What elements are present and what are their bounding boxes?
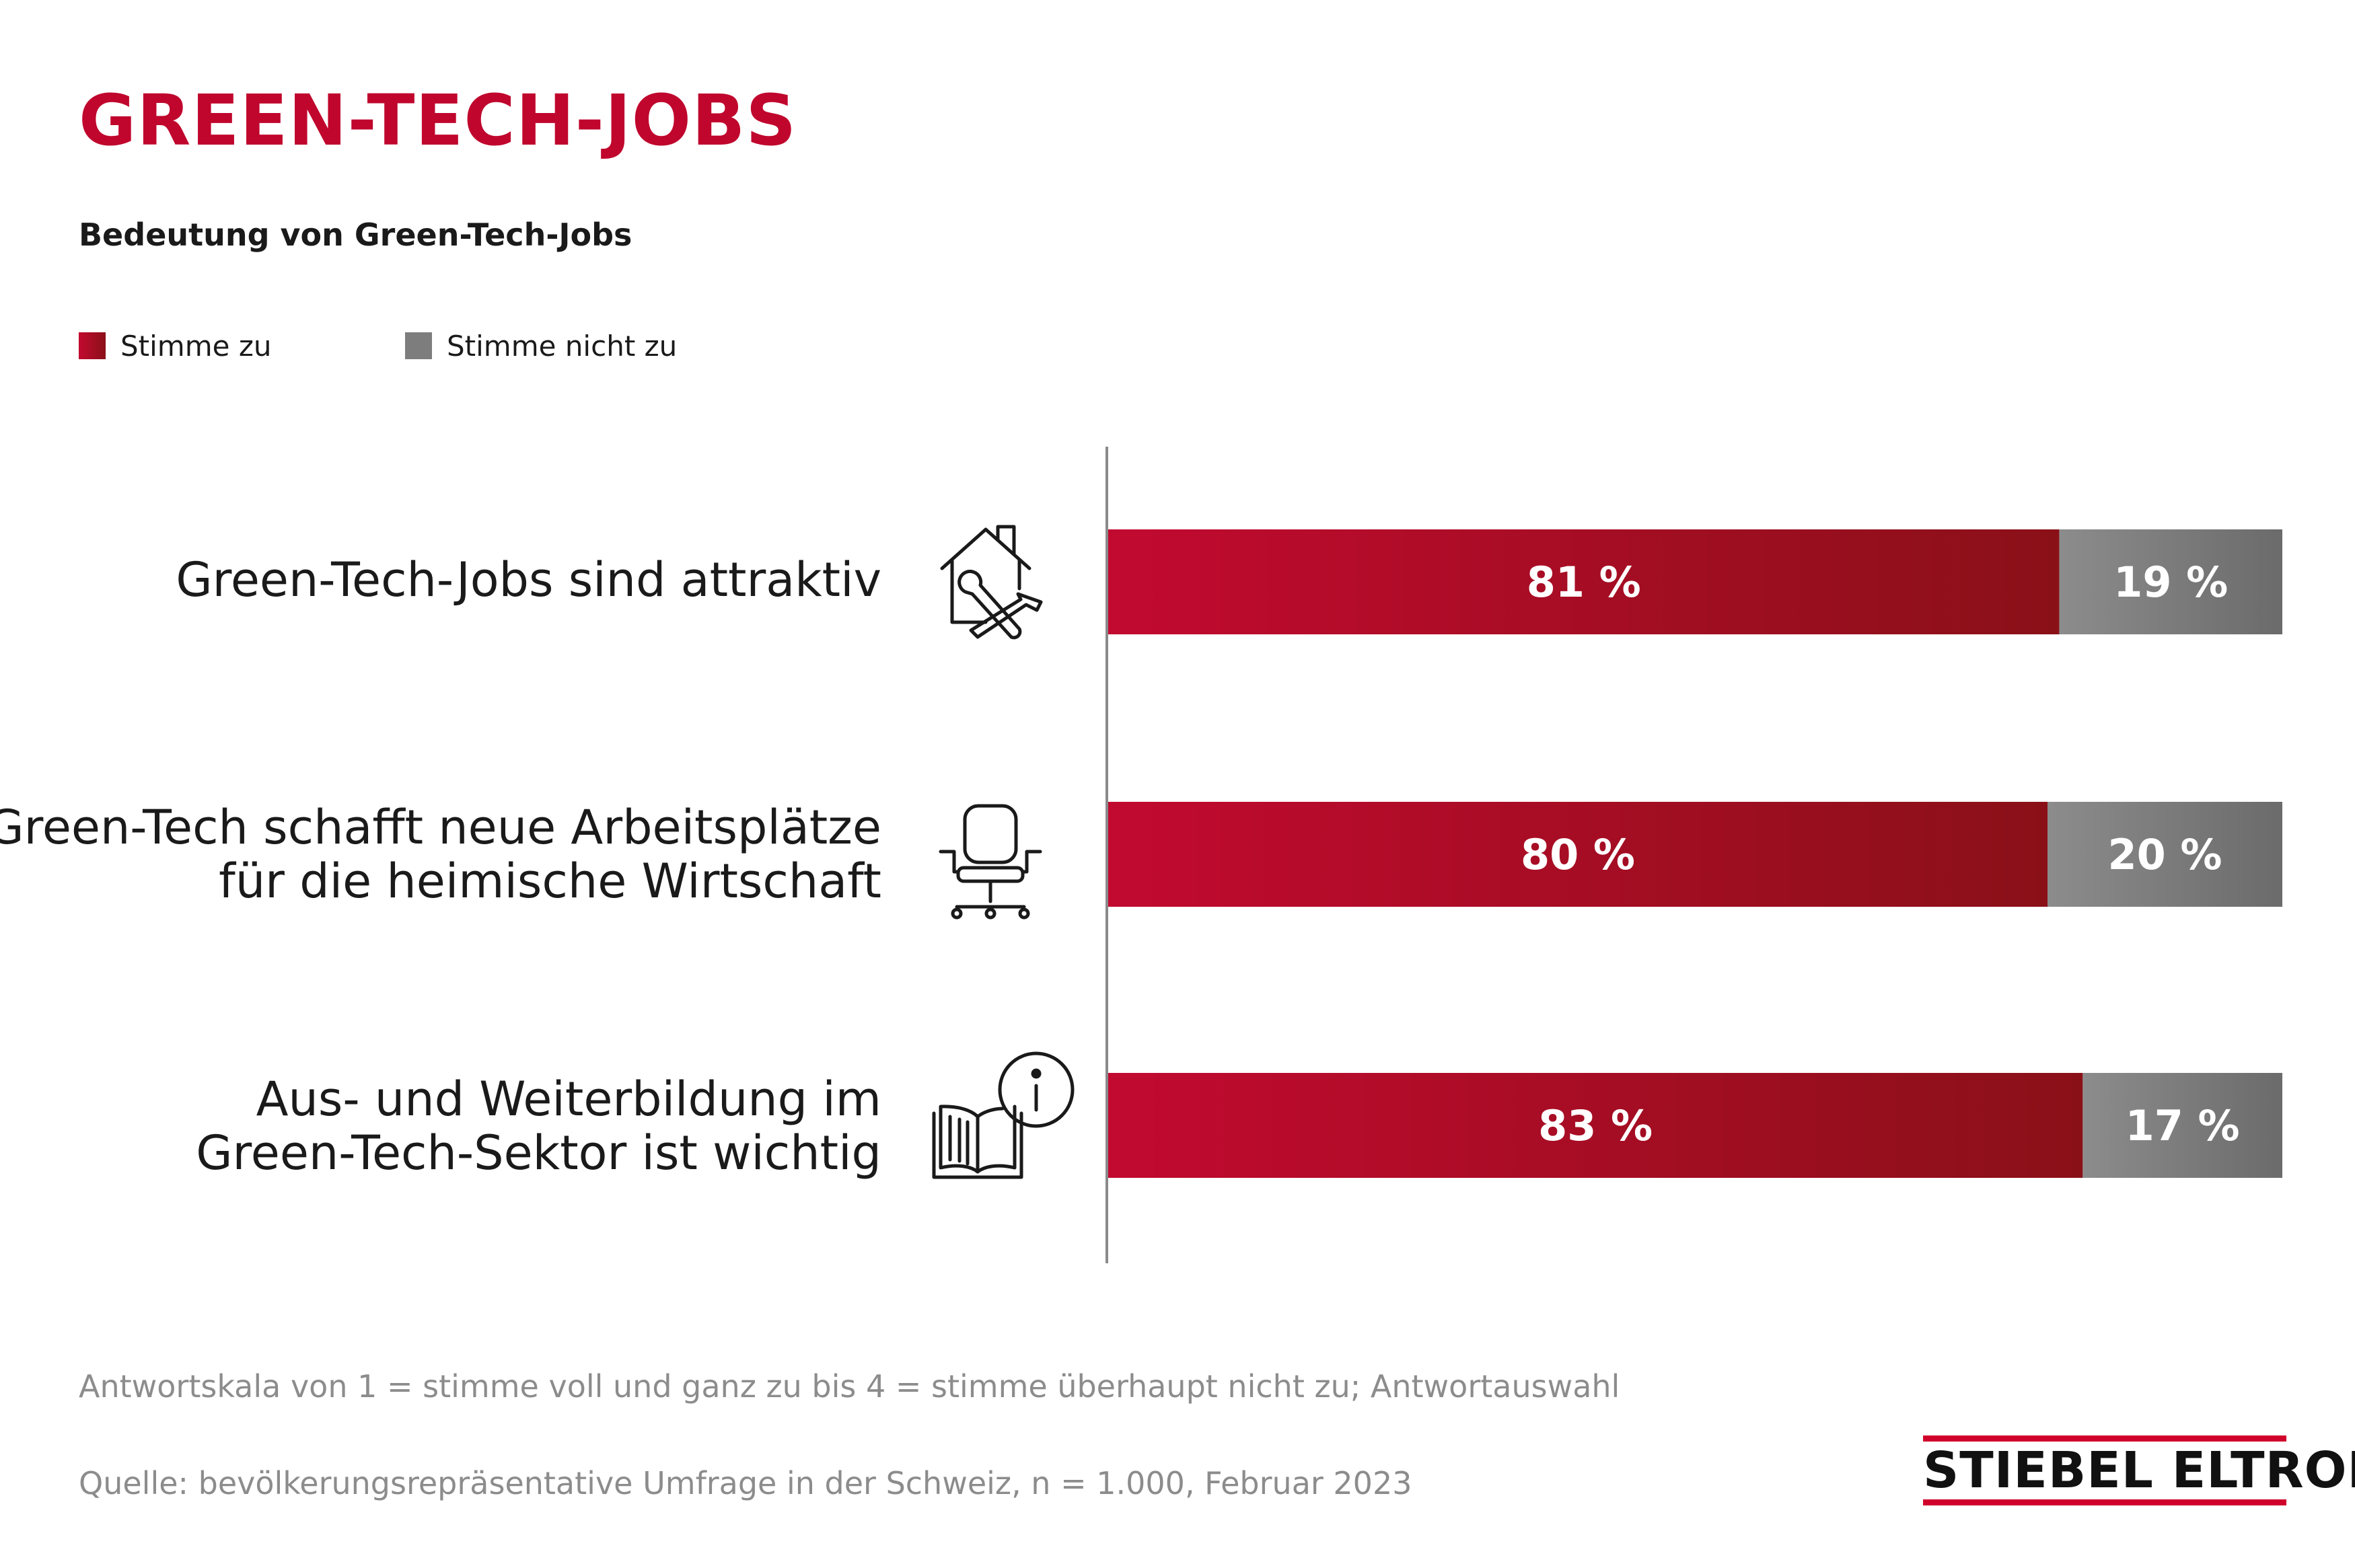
legend-label-disagree: Stimme nicht zu [447,329,678,363]
legend-swatch-agree [79,332,106,359]
stiebel-eltron-logo: STIEBEL ELTRON [1923,1435,2355,1505]
category-label-3-line-1: Aus- und Weiterbildung im [256,1072,881,1127]
legend-label-agree: Stimme zu [120,329,272,363]
bar-layer: 81 % 19 % 80 % 20 % 83 % 17 % [1108,529,2282,1178]
office-chair-icon [937,800,1044,922]
data-label-disagree-1: 19 % [2113,558,2228,607]
category-label-1: Green-Tech-Jobs sind attraktiv [176,553,881,607]
data-label-agree-3: 83 % [1538,1101,1653,1150]
bar-agree-2 [1108,802,2048,907]
chart-title: GREEN-TECH-JOBS [79,79,797,161]
bar-agree-1 [1108,529,2060,634]
data-label-disagree-2: 20 % [2108,830,2222,879]
category-label-2-line-1: Green-Tech schafft neue Arbeitsplätze [0,800,881,855]
data-label-agree-2: 80 % [1521,830,1635,879]
category-label-2: Green-Tech schafft neue Arbeitsplätze fü… [0,800,881,908]
chart-subtitle: Bedeutung von Green-Tech-Jobs [79,217,632,253]
legend-item-disagree: Stimme nicht zu [405,329,678,363]
data-label-agree-1: 81 % [1527,558,1641,607]
legend-item-agree: Stimme zu [79,329,272,363]
footnote-source: Quelle: bevölkerungsrepräsentative Umfra… [79,1465,1412,1501]
logo-bottom-bar [1923,1499,2286,1505]
footnote-scale: Antwortskala von 1 = stimme voll und gan… [79,1368,1620,1405]
logo-text: STIEBEL ELTRON [1923,1442,2355,1499]
category-axis-line [1106,447,1108,1263]
house-tools-icon [939,521,1046,642]
bar-disagree-1 [2059,529,2282,634]
logo-top-bar [1923,1435,2286,1442]
bar-disagree-2 [2048,802,2282,907]
book-info-icon [927,1049,1079,1184]
category-label-3-line-2: Green-Tech-Sektor ist wichtig [196,1125,881,1181]
category-label-1-line-1: Green-Tech-Jobs sind attraktiv [176,552,881,607]
bar-agree-3 [1108,1073,2083,1178]
bar-disagree-3 [2082,1073,2282,1178]
category-label-3: Aus- und Weiterbildung im Green-Tech-Sek… [196,1072,881,1180]
data-label-disagree-3: 17 % [2126,1101,2240,1150]
category-label-2-line-2: für die heimische Wirtschaft [219,854,881,909]
legend-swatch-disagree [405,332,432,359]
